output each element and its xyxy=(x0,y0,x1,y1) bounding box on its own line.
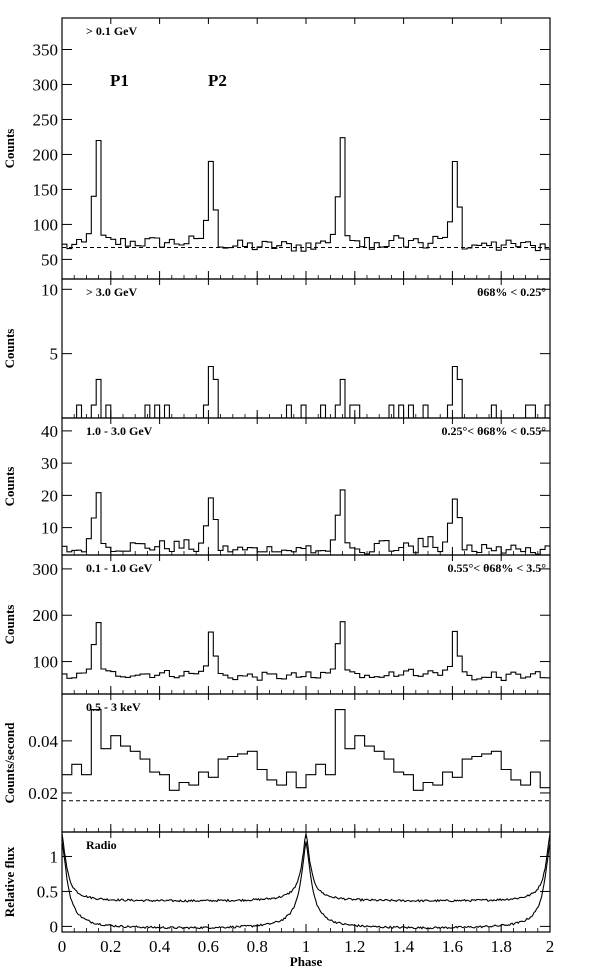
light-curve-histogram xyxy=(62,137,550,252)
panel-frame-6 xyxy=(61,831,551,933)
peak-label-p1: P1 xyxy=(110,71,129,90)
y-tick-label: 20 xyxy=(41,486,58,505)
y-tick-label: 0 xyxy=(50,917,59,936)
x-tick-label: 0.8 xyxy=(247,937,268,956)
panel-energy-label: > 0.1 GeV xyxy=(86,24,137,38)
y-tick-label: 1 xyxy=(50,847,59,866)
x-tick-label: 1.2 xyxy=(344,937,365,956)
y-tick-label: 200 xyxy=(33,145,59,164)
y-tick-label: 50 xyxy=(41,250,58,269)
x-tick-label: 1.4 xyxy=(393,937,415,956)
y-tick-label: 5 xyxy=(50,345,59,364)
radio-profile-line xyxy=(61,833,551,903)
xray-light-curve-histogram xyxy=(62,709,550,791)
x-tick-label: 0 xyxy=(58,937,67,956)
y-axis-title: Counts xyxy=(2,467,17,507)
panel-frame-3 xyxy=(61,417,551,556)
panel-psf-cut-label: 0.55°< θ68% < 3.5° xyxy=(447,561,546,575)
y-tick-label: 0.04 xyxy=(28,732,58,751)
panel-frame-5 xyxy=(61,693,551,833)
y-axis-title: Counts xyxy=(2,605,17,645)
y-tick-label: 150 xyxy=(33,180,59,199)
y-tick-label: 40 xyxy=(41,422,58,441)
panel-frame-2 xyxy=(61,278,551,419)
y-tick-label: 250 xyxy=(33,110,59,129)
y-axis-title: Relative flux xyxy=(2,846,17,917)
panel-energy-label: 1.0 - 3.0 GeV xyxy=(86,424,153,438)
y-tick-label: 350 xyxy=(33,40,59,59)
y-tick-label: 300 xyxy=(33,560,59,579)
x-tick-label: 1.8 xyxy=(491,937,512,956)
panel-psf-cut-label: θ68% < 0.25° xyxy=(477,285,546,299)
peak-label-p2: P2 xyxy=(208,71,227,90)
y-tick-label: 200 xyxy=(33,606,59,625)
x-tick-label: 0.4 xyxy=(149,937,171,956)
y-axis-title: Counts xyxy=(2,129,17,169)
panel-energy-label: 0.5 - 3 keV xyxy=(86,700,141,714)
panel-energy-label: 0.1 - 1.0 GeV xyxy=(86,561,153,575)
x-tick-label: 1.6 xyxy=(442,937,463,956)
x-axis-title: Phase xyxy=(290,954,323,969)
y-tick-label: 0.5 xyxy=(37,882,58,901)
light-curve-histogram xyxy=(62,621,550,681)
panel-psf-cut-label: 0.25°< θ68% < 0.55° xyxy=(441,424,546,438)
panel-energy-label: Radio xyxy=(86,838,117,852)
light-curve-histogram xyxy=(62,365,550,419)
y-tick-label: 100 xyxy=(33,215,59,234)
y-tick-label: 10 xyxy=(41,519,58,538)
y-tick-label: 10 xyxy=(41,280,58,299)
y-axis-title: Counts xyxy=(2,329,17,369)
panel-energy-label: > 3.0 GeV xyxy=(86,285,137,299)
radio-profile-line xyxy=(61,841,551,930)
panel-frame-1 xyxy=(61,17,551,280)
y-axis-title: Counts/second xyxy=(2,722,17,804)
y-tick-label: 30 xyxy=(41,454,58,473)
x-tick-label: 0.6 xyxy=(198,937,219,956)
light-curve-histogram xyxy=(62,489,550,555)
y-tick-label: 0.02 xyxy=(28,784,58,803)
x-tick-label: 2 xyxy=(546,937,555,956)
y-tick-label: 100 xyxy=(33,653,59,672)
x-tick-label: 1 xyxy=(302,937,311,956)
y-tick-label: 300 xyxy=(33,75,59,94)
x-tick-label: 0.2 xyxy=(100,937,121,956)
